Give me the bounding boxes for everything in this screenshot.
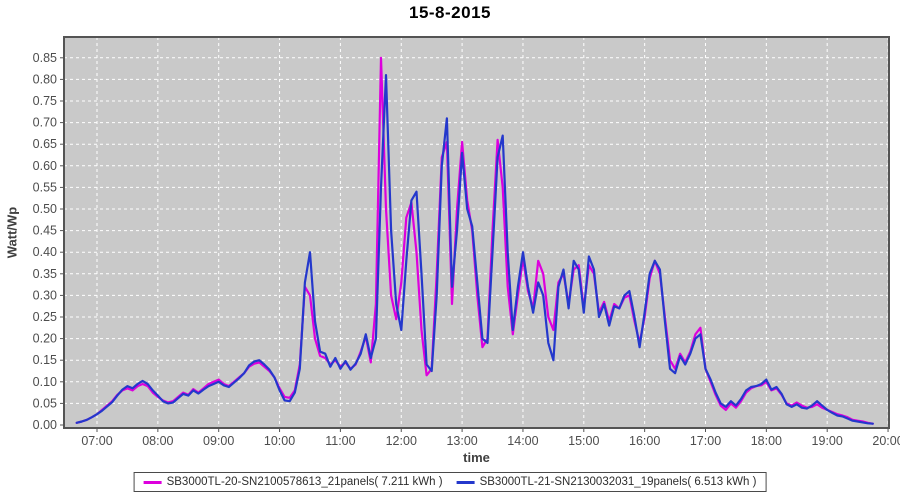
x-tick-label: 14:00 xyxy=(507,434,538,448)
plot-background xyxy=(64,37,889,428)
legend-item-series-0: SB3000TL-20-SN2100578613_21panels( 7.211… xyxy=(143,476,443,488)
x-tick-label: 07:00 xyxy=(81,434,112,448)
plot-border xyxy=(63,36,890,429)
y-tick-label: 0.05 xyxy=(33,396,57,410)
x-tick-label: 18:00 xyxy=(751,434,782,448)
y-tick-label: 0.35 xyxy=(33,267,57,281)
y-tick-label: 0.55 xyxy=(33,180,57,194)
series-0-color-swatch xyxy=(143,480,162,484)
legend-label-series-1: SB3000TL-21-SN2130032031_19panels( 6.513… xyxy=(479,476,757,488)
x-axis-label: time xyxy=(463,450,490,465)
x-tick-label: 20:00 xyxy=(872,434,900,448)
y-tick-label: 0.40 xyxy=(33,245,57,259)
y-tick-label: 0.25 xyxy=(33,310,57,324)
y-tick-label: 0.75 xyxy=(33,94,57,108)
y-tick-label: 0.10 xyxy=(33,375,57,389)
series-line-1 xyxy=(75,73,874,425)
x-tick-label: 13:00 xyxy=(446,434,477,448)
legend-label-series-0: SB3000TL-20-SN2100578613_21panels( 7.211… xyxy=(166,476,443,488)
plot-svg: 0.00 0.05 0.10 0.15 0.20 0.25 0.30 0.35 0.40 0.45… xyxy=(33,36,900,448)
y-tick-label: 0.30 xyxy=(33,288,57,302)
x-tick-label: 17:00 xyxy=(690,434,721,448)
y-tick-label: 0.15 xyxy=(33,353,57,367)
y-tick-label: 0.45 xyxy=(33,224,57,238)
y-tick-label: 0.85 xyxy=(33,51,57,65)
y-tick-label: 0.60 xyxy=(33,159,57,173)
x-tick-label: 16:00 xyxy=(629,434,660,448)
y-tick-label: 0.50 xyxy=(33,202,57,216)
y-tick-label: 0.70 xyxy=(33,116,57,130)
x-tick-label: 11:00 xyxy=(325,434,355,448)
x-tick-label: 19:00 xyxy=(812,434,843,448)
x-tick-label: 09:00 xyxy=(203,434,234,448)
y-axis-label: Watt/Wp xyxy=(4,206,20,259)
x-tick-label: 10:00 xyxy=(264,434,295,448)
legend: SB3000TL-20-SN2100578613_21panels( 7.211… xyxy=(133,472,767,492)
y-tick-label: 0.80 xyxy=(33,72,57,86)
y-tick-label: 0.00 xyxy=(33,418,57,432)
y-tick-label: 0.65 xyxy=(33,137,57,151)
x-tick-label: 12:00 xyxy=(386,434,417,448)
series-1-color-swatch xyxy=(456,480,475,484)
legend-item-series-1: SB3000TL-21-SN2130032031_19panels( 6.513… xyxy=(456,476,757,488)
x-tick-label: 08:00 xyxy=(142,434,173,448)
y-tick-label: 0.20 xyxy=(33,332,57,346)
chart-title: 15-8-2015 xyxy=(408,3,491,22)
x-tick-label: 15:00 xyxy=(568,434,599,448)
